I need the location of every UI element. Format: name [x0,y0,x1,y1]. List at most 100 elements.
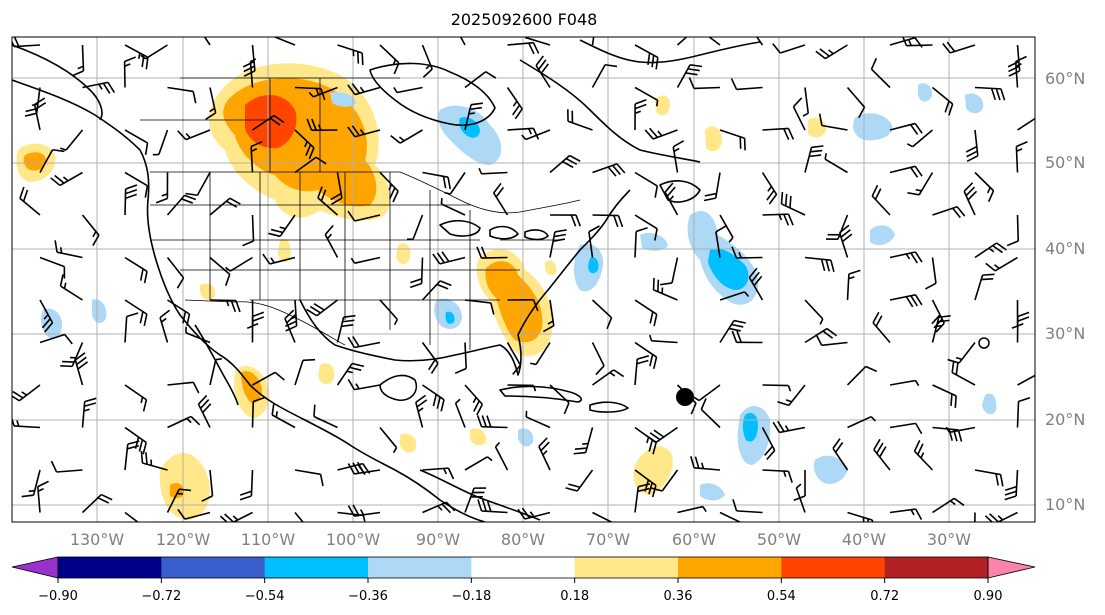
wind-barb [197,394,212,428]
wind-barb [1015,141,1028,173]
wind-barb [660,257,679,286]
wind-barb [421,342,439,374]
wind-barb [347,335,381,349]
wind-barb [347,83,381,96]
wind-barb [313,404,338,429]
wind-barb [1004,469,1019,501]
wind-barb [209,197,241,216]
wind-barb [167,86,197,104]
lon-label-120w: 120°W [156,530,211,549]
wind-barb [804,299,824,325]
wind-barb [591,37,595,46]
wind-barb [251,311,265,343]
wind-barb [476,415,508,429]
wind-barb [205,87,217,121]
colorbar-tick-label: −0.90 [38,589,78,604]
wind-barb [730,78,763,91]
wind-barb [177,129,211,141]
lat-label-20n: 20°N [1045,410,1085,429]
wind-barb [974,273,995,301]
wind-barb [690,456,721,471]
lat-label-30n: 30°N [1045,324,1085,343]
wind-barb [549,229,567,258]
colorbar-over-extension [987,556,1036,579]
wind-barb [664,182,679,216]
wind-barb [965,129,979,163]
wind-barb [634,341,658,369]
wind-barb [634,44,659,70]
wind-barb [422,171,452,190]
wind-barb [209,256,231,286]
wind-barb [19,186,41,216]
wind-barb [493,182,509,216]
wind-barb [379,44,400,75]
wind-barb [538,437,551,471]
lat-label-50n: 50°N [1045,153,1085,172]
wind-barb [336,314,356,343]
wind-barb [123,56,137,88]
wind-barb [889,422,923,435]
wind-barb [873,438,891,471]
wind-barb [478,167,508,175]
wind-barb [203,37,211,46]
wind-barb [272,37,296,46]
wind-barb [525,410,551,429]
wind-barb [284,309,296,343]
wind-barb [507,127,540,140]
wind-barb [59,274,83,301]
wind-barb [74,352,89,386]
wind-barb [815,334,848,347]
wind-barb [838,224,853,258]
wind-barb [974,512,976,522]
lat-label-40n: 40°N [1045,239,1085,258]
wind-barb [444,172,466,195]
wind-barb [12,384,41,402]
wind-barb [634,227,648,258]
wind-barb [239,469,254,501]
wind-barb [772,420,806,434]
wind-barb [124,440,140,471]
lat-label-10n: 10°N [1045,495,1085,514]
wind-barb [932,497,965,514]
wind-barb [549,214,581,227]
wind-barb [761,172,778,205]
wind-barb [440,197,466,216]
lon-labels: 130°W 120°W 110°W 100°W 90°W 80°W 70°W 6… [70,530,971,549]
wind-barb [871,184,891,216]
lon-label-60w: 60°W [672,530,716,549]
wind-barb [731,330,763,344]
wind-barb [592,163,626,177]
colorbar-bin [58,557,162,578]
wind-barb [889,294,923,308]
wind-barb [974,242,1007,259]
wind-barb [731,246,763,259]
wind-barb [185,326,211,344]
wind-barb [124,129,149,155]
wind-barb [271,403,296,429]
wind-barb [347,378,381,391]
wind-barb [889,165,923,178]
wind-barb [945,426,976,434]
wind-barb [347,125,381,138]
wind-barb [167,299,191,326]
wind-barb [649,334,678,344]
wind-barb [535,55,551,88]
wind-barb [250,140,263,173]
wind-barb [985,256,1018,272]
wind-barb [672,140,685,173]
colorbar-ticks: −0.90 −0.72 −0.54 −0.36 −0.18 0.18 0.36 0.54 0.7… [38,578,1002,604]
wind-barb [762,213,794,226]
wind-barb [415,394,428,428]
wind-barb [846,86,866,119]
wind-barb [308,86,338,98]
wind-barb [517,507,551,520]
storm-ring-marker [978,337,990,349]
wind-barb [719,291,750,301]
lon-label-50w: 50°W [757,530,801,549]
wind-barb [390,129,423,144]
wind-barb [824,153,848,174]
wind-barb [588,225,600,258]
wind-barb [209,358,222,386]
wind-barb [347,504,381,517]
